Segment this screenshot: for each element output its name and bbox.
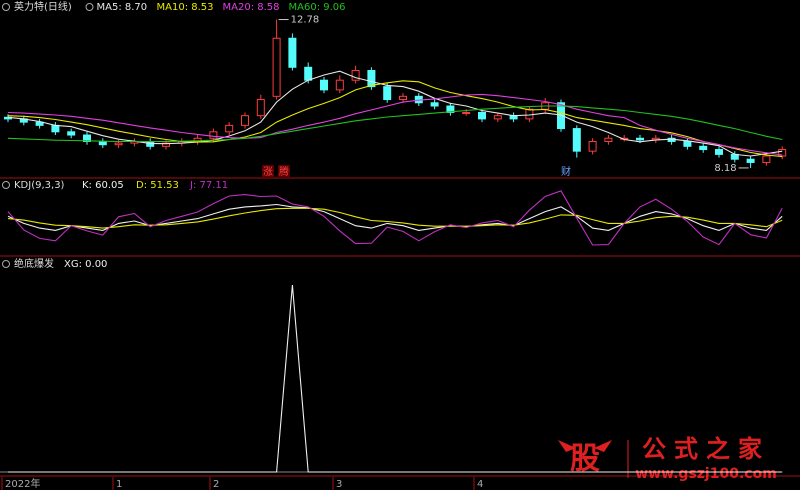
candle-body: [446, 105, 455, 113]
series-line: [7, 80, 783, 158]
logo-name: 公式之家: [642, 435, 770, 463]
candle-body: [430, 102, 439, 107]
candle-body: [35, 121, 44, 126]
series-line: [8, 284, 783, 473]
candle-body: [383, 86, 392, 101]
candle-body: [351, 70, 360, 81]
legend-entry: MA10: 8.53: [157, 2, 214, 13]
candle-body: [762, 155, 771, 163]
candle-body: [399, 95, 407, 101]
candle-body: [715, 149, 723, 155]
marker-box: [262, 165, 274, 178]
legend-entry: K: 60.05: [82, 180, 124, 191]
candle-body: [256, 99, 265, 117]
header-icon: [85, 3, 94, 11]
candle-body: [699, 145, 708, 151]
x-tick-label: 1: [116, 479, 122, 490]
panel-title: KDJ(9,3,3): [14, 180, 65, 191]
legend-entry: XG: 0.00: [64, 259, 107, 270]
candle-body: [98, 140, 107, 146]
candle-body: [557, 102, 565, 130]
candle-body: [525, 108, 534, 120]
candle-body: [304, 66, 313, 81]
candle-body: [335, 79, 344, 91]
legend-entry: J: 77.11: [189, 180, 228, 191]
series-line: [7, 93, 783, 156]
header-icon: [2, 181, 10, 189]
candle-body: [746, 158, 755, 163]
candle-body: [209, 131, 218, 139]
logo-url: www.gszj100.com: [635, 466, 777, 482]
x-tick-label: 2022年: [5, 477, 40, 490]
candle-body: [462, 111, 471, 114]
candle-body: [241, 115, 249, 126]
header-icon: [2, 260, 10, 268]
candle-body: [778, 149, 787, 157]
series-line: [7, 190, 783, 246]
candle-body: [83, 134, 91, 142]
series-line: [7, 207, 783, 229]
marker-text: 腾: [279, 165, 289, 178]
candle-body: [162, 142, 170, 147]
series-line: [7, 105, 783, 143]
candle-body: [493, 115, 502, 120]
candle-body: [67, 131, 76, 136]
marker-text: 涨: [263, 166, 273, 178]
marker-box: [278, 165, 290, 178]
candle-body: [193, 137, 202, 142]
legend-entry: MA20: 8.58: [223, 2, 280, 13]
candle-body: [114, 142, 123, 146]
annotation-high: 12.78: [291, 15, 320, 26]
logo-horns: [558, 440, 612, 452]
marker-text: 财: [561, 165, 571, 178]
candle-body: [225, 124, 234, 133]
candle-body: [288, 37, 297, 68]
candle-body: [683, 140, 692, 147]
candle-body: [636, 137, 644, 141]
x-tick-label: 4: [477, 479, 483, 490]
legend-entry: MA5: 8.70: [97, 2, 148, 13]
candle-body: [51, 124, 60, 133]
header-icon: [2, 3, 10, 11]
watermark: 股 公式之家 www.gszj100.com: [558, 435, 777, 482]
logo-icon: 股: [570, 442, 600, 477]
panel-title: 绝底爆发: [14, 257, 54, 270]
x-tick-label: 2: [213, 479, 219, 490]
candle-body: [478, 111, 486, 120]
series-line: [7, 203, 783, 231]
candle-body: [320, 79, 328, 91]
x-tick-label: 3: [336, 479, 342, 490]
candle-body: [572, 128, 581, 152]
annotation-low: 8.18: [714, 163, 736, 174]
candle-body: [367, 70, 376, 88]
legend-entry: D: 51.53: [136, 180, 179, 191]
legend-entry: MA60: 9.06: [289, 2, 346, 13]
candle-body: [588, 140, 597, 152]
candle-body: [272, 37, 281, 97]
panel-title: 英力特(日线): [14, 0, 72, 13]
candle-body: [604, 137, 613, 142]
